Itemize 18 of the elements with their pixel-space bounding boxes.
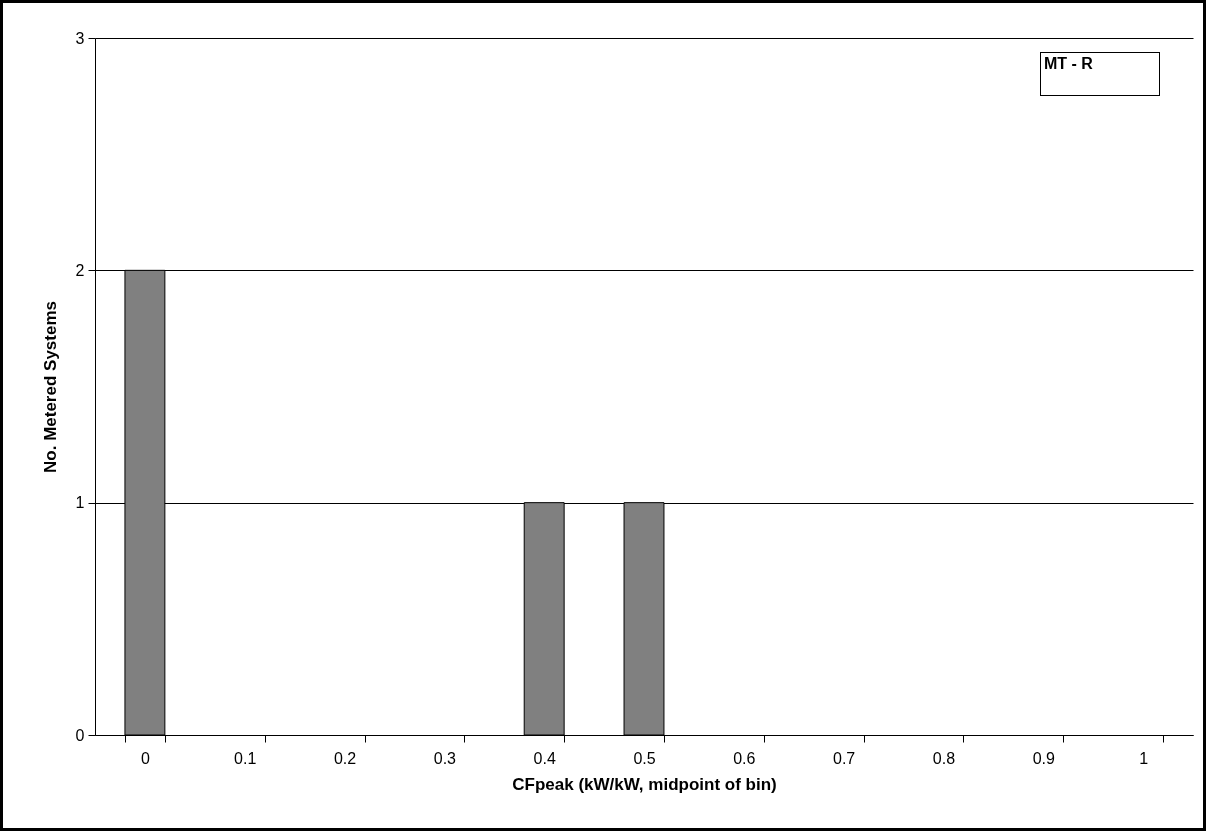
x-tick-label: 1 [1139, 749, 1149, 767]
y-tick-label: 0 [75, 726, 85, 744]
annotation: MT - R [1040, 52, 1160, 96]
x-tick-label: 0.5 [633, 749, 656, 767]
x-tick-label: 0.2 [333, 749, 357, 767]
x-tick-label: 0.7 [833, 749, 856, 767]
x-tick-label: 0.3 [433, 749, 457, 767]
y-tick-label: 1 [75, 494, 85, 512]
x-tick-label: 0.1 [234, 749, 257, 767]
x-tick-label: 0.6 [733, 749, 756, 767]
x-axis-title: CFpeak (kW/kW, midpoint of bin) [512, 774, 777, 794]
x-tick-label: 0.8 [932, 749, 956, 767]
y-axis-title: No. Metered Systems [40, 301, 60, 473]
x-tick-label: 0 [140, 749, 150, 767]
y-tick-label: 3 [75, 29, 85, 47]
y-tick-label: 2 [75, 261, 85, 279]
x-tick-label: 0.9 [1032, 749, 1055, 767]
x-tick-label: 0.4 [533, 749, 556, 767]
